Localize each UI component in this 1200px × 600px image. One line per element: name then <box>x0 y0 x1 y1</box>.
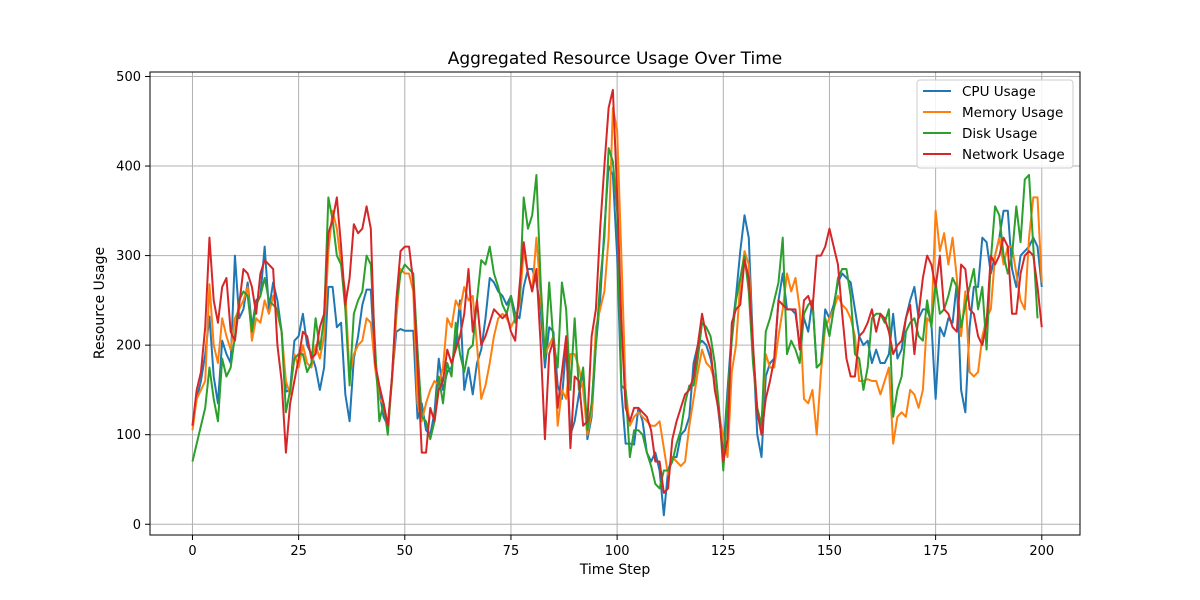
x-axis-label: Time Step <box>579 562 651 578</box>
x-tick-label: 150 <box>817 544 842 559</box>
x-tick-label: 125 <box>711 544 736 559</box>
y-axis-label: Resource Usage <box>92 247 108 359</box>
x-tick-label: 75 <box>503 544 520 559</box>
series-line-cpu-usage <box>191 165 1043 517</box>
y-tick-label: 500 <box>116 70 141 85</box>
y-axis-ticks: 0 100 200 300 400 500 <box>116 70 150 533</box>
y-tick-label: 0 <box>133 518 141 533</box>
legend-label-memory-usage: Memory Usage <box>962 105 1063 121</box>
legend-label-cpu-usage: CPU Usage <box>962 84 1036 100</box>
chart-title: Aggregated Resource Usage Over Time <box>448 49 782 69</box>
series-line-disk-usage <box>191 147 1039 490</box>
legend-box <box>916 79 1074 169</box>
x-tick-label: 175 <box>923 544 948 559</box>
plot-frame <box>149 71 1081 536</box>
x-tick-label: 100 <box>605 544 630 559</box>
x-tick-label: 200 <box>1029 544 1054 559</box>
x-axis-ticks: 0 25 50 75 100 125 150 175 200 <box>188 535 1054 559</box>
series-lines <box>191 88 1043 517</box>
series-line-network-usage <box>191 88 1043 494</box>
y-tick-label: 400 <box>116 160 141 175</box>
x-tick-label: 25 <box>290 544 307 559</box>
y-tick-label: 200 <box>116 339 141 354</box>
legend: CPU Usage Memory Usage Disk Usage Network U… <box>916 79 1074 169</box>
legend-label-disk-usage: Disk Usage <box>962 126 1037 142</box>
x-tick-label: 0 <box>188 544 196 559</box>
y-tick-label: 100 <box>116 428 141 443</box>
y-tick-label: 300 <box>116 249 141 264</box>
x-tick-label: 50 <box>397 544 414 559</box>
legend-label-network-usage: Network Usage <box>962 147 1065 163</box>
